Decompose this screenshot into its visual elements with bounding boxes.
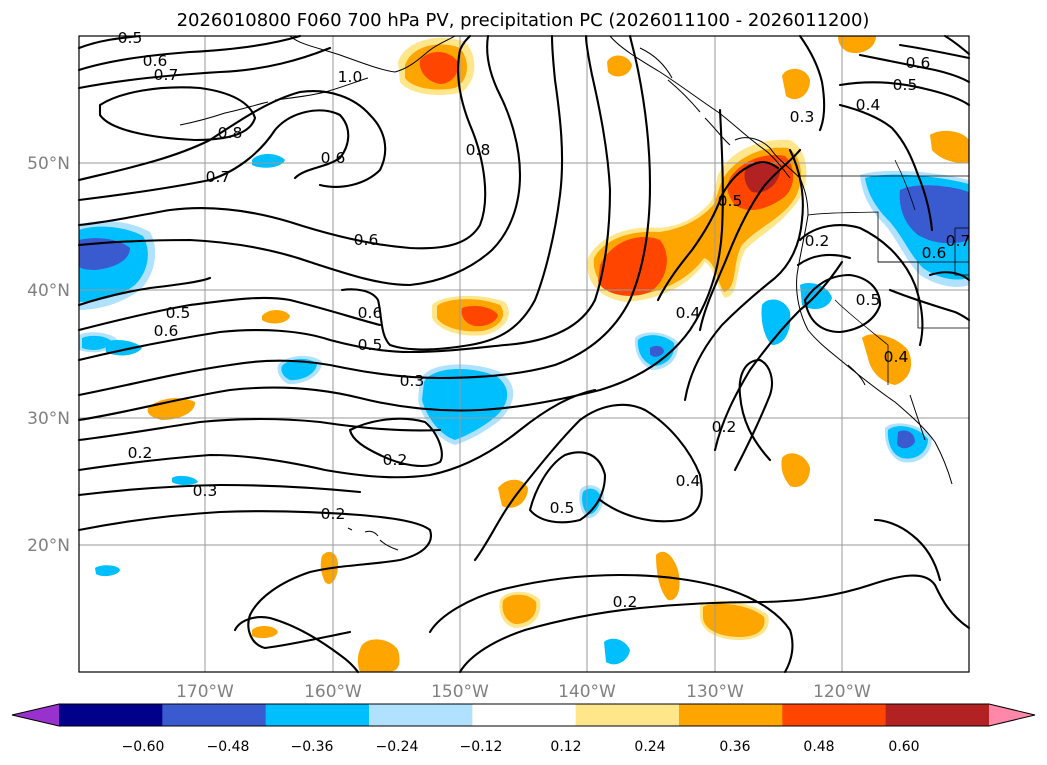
contour-label: 0.2 <box>712 418 737 436</box>
colorbar-segment <box>472 704 577 726</box>
colorbar-tick-label: −0.36 <box>291 739 334 755</box>
contour-label: 0.5 <box>718 192 743 210</box>
colorbar-tick-label: −0.12 <box>460 739 503 755</box>
colorbar-tick-label: 0.48 <box>803 739 834 755</box>
map-frame <box>78 35 970 673</box>
contour-label: 0.2 <box>321 505 346 523</box>
contour-label: 0.4 <box>676 304 701 322</box>
lon-label: 160°W <box>304 682 362 702</box>
map-title: 2026010800 F060 700 hPa PV, precipitatio… <box>177 10 870 31</box>
colorbar-tick-label: 0.60 <box>888 739 919 755</box>
contour-label: 0.6 <box>922 244 947 262</box>
contour-label: 0.6 <box>321 149 346 167</box>
contour-label: 0.7 <box>946 232 971 250</box>
contour-label: 0.4 <box>676 472 701 490</box>
contour-label: 0.3 <box>400 372 425 390</box>
contour-label: 0.5 <box>856 291 881 309</box>
contour-label: 0.6 <box>143 52 168 70</box>
colorbar-segment <box>575 704 680 726</box>
contour-label: 0.2 <box>805 232 830 250</box>
contour-label: 0.8 <box>466 141 491 159</box>
lon-label: 140°W <box>558 682 616 702</box>
colorbar-segment <box>885 704 990 726</box>
longitude-labels: 170°W 160°W 150°W 140°W 130°W 120°W <box>176 682 871 702</box>
contour-label: 0.6 <box>358 304 383 322</box>
contour-label: 0.3 <box>790 108 815 126</box>
pv-contours <box>77 34 971 674</box>
map-panel: 0.5 0.6 0.7 1.0 0.8 0.7 0.6 0.8 0.6 0.6 … <box>77 29 971 674</box>
lon-label: 130°W <box>686 682 744 702</box>
colorbar-tick-label: 0.36 <box>719 739 750 755</box>
contour-label: 1.0 <box>338 68 363 86</box>
lat-label: 20°N <box>27 536 70 556</box>
contour-label: 0.5 <box>550 499 575 517</box>
contour-label: 0.4 <box>856 96 881 114</box>
lon-label: 120°W <box>813 682 871 702</box>
gridlines <box>79 36 969 672</box>
contour-label: 0.7 <box>206 168 231 186</box>
contour-label: 0.5 <box>893 76 918 94</box>
colorbar-extend-low <box>12 704 59 726</box>
colorbar-segment <box>59 704 163 726</box>
colorbar-extend-high <box>989 704 1035 726</box>
colorbar-tick-label: 0.12 <box>550 739 581 755</box>
colorbar-tick-label: −0.48 <box>207 739 250 755</box>
colorbar-segment <box>679 704 783 726</box>
contour-label: 0.6 <box>354 231 379 249</box>
map-background <box>79 36 969 672</box>
contour-label: 0.2 <box>613 593 638 611</box>
contour-label: 0.6 <box>906 54 931 72</box>
colorbar: −0.60 −0.48 −0.36 −0.24 −0.12 0.12 0.24 … <box>11 703 1036 755</box>
contour-label: 0.2 <box>383 451 408 469</box>
lon-label: 170°W <box>176 682 234 702</box>
colorbar-segment <box>369 704 473 726</box>
contour-label: 0.5 <box>166 304 191 322</box>
contour-label: 0.8 <box>218 124 243 142</box>
colorbar-segment <box>782 704 887 726</box>
colorbar-segment <box>265 704 370 726</box>
coastlines <box>179 35 953 551</box>
latitude-labels: 50°N 40°N 30°N 20°N <box>27 154 70 556</box>
colorbar-tick-label: −0.60 <box>122 739 165 755</box>
lat-label: 50°N <box>27 154 70 174</box>
lon-label: 150°W <box>431 682 489 702</box>
colorbar-segment <box>162 704 267 726</box>
colorbar-tick-label: −0.24 <box>376 739 419 755</box>
colorbar-tick-labels: −0.60 −0.48 −0.36 −0.24 −0.12 0.12 0.24 … <box>122 739 920 755</box>
contour-label: 0.5 <box>358 336 383 354</box>
contour-label: 0.2 <box>128 444 153 462</box>
lat-label: 40°N <box>27 281 70 301</box>
lat-label: 30°N <box>27 409 70 429</box>
contour-label: 0.4 <box>884 348 909 366</box>
contour-labels: 0.5 0.6 0.7 1.0 0.8 0.7 0.6 0.8 0.6 0.6 … <box>118 29 971 611</box>
colorbar-outline <box>11 703 1036 727</box>
contour-label: 0.7 <box>154 66 179 84</box>
colorbar-segments <box>11 703 1036 727</box>
contour-label: 0.5 <box>118 29 143 47</box>
colorbar-tick-label: 0.24 <box>634 739 665 755</box>
contour-label: 0.3 <box>193 482 218 500</box>
contour-label: 0.6 <box>154 322 179 340</box>
